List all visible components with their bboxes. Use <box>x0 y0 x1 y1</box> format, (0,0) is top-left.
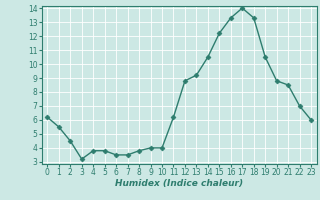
X-axis label: Humidex (Indice chaleur): Humidex (Indice chaleur) <box>115 179 243 188</box>
